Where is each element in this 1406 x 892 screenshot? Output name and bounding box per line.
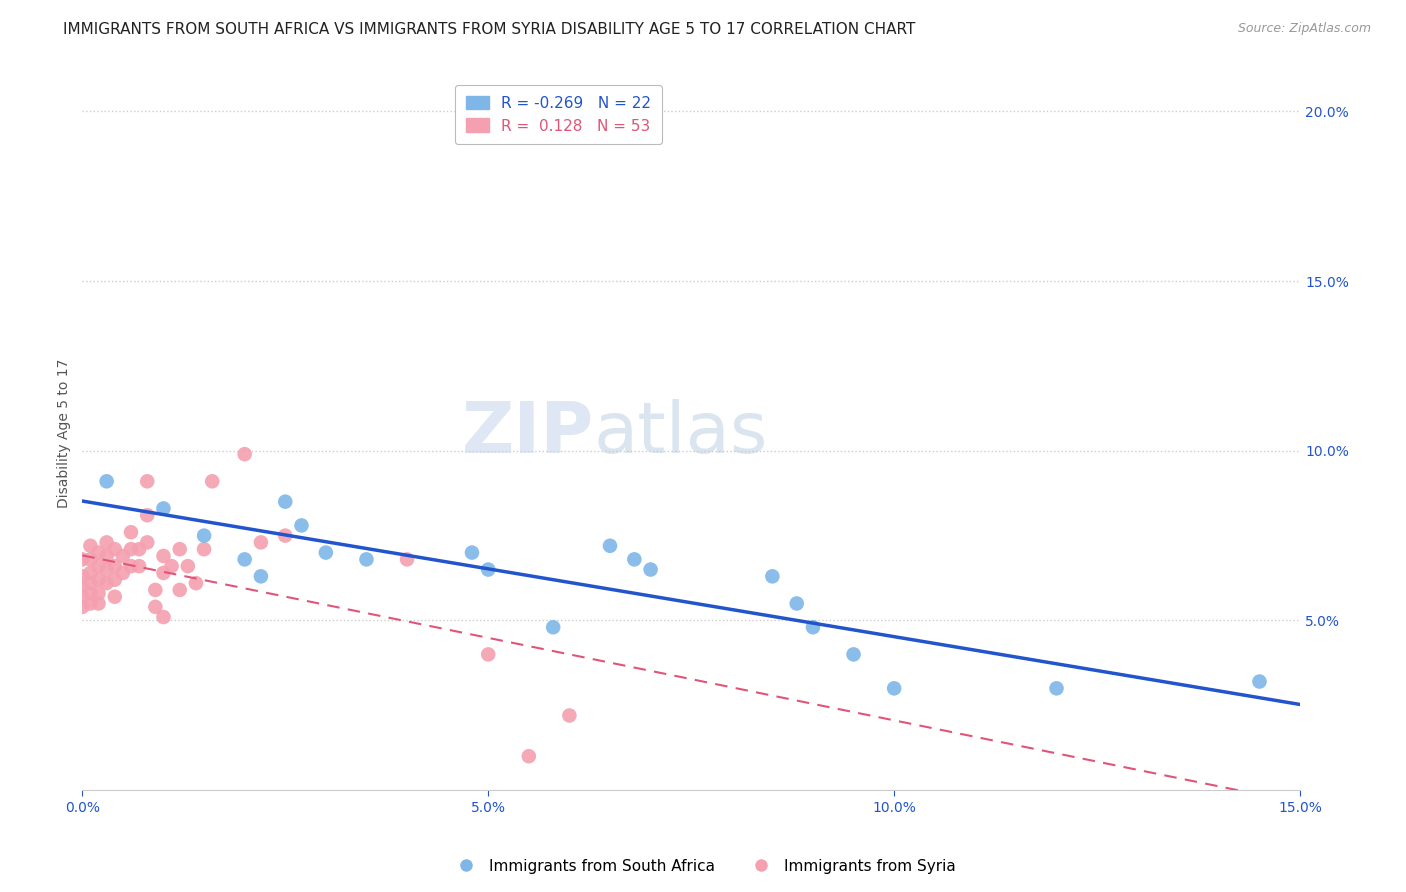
Point xyxy=(143,582,166,597)
Point xyxy=(79,566,101,580)
Point xyxy=(87,545,110,559)
Point xyxy=(128,542,150,557)
Text: atlas: atlas xyxy=(593,400,768,468)
Point xyxy=(136,535,159,549)
Point xyxy=(558,708,581,723)
Point xyxy=(104,559,127,574)
Point xyxy=(517,749,540,764)
Point xyxy=(72,580,94,594)
Point xyxy=(72,569,94,583)
Point xyxy=(87,573,110,587)
Text: Source: ZipAtlas.com: Source: ZipAtlas.com xyxy=(1237,22,1371,36)
Point xyxy=(461,545,484,559)
Point xyxy=(193,528,215,542)
Point xyxy=(761,569,783,583)
Point xyxy=(104,590,127,604)
Point xyxy=(96,576,118,591)
Point xyxy=(136,475,159,489)
Point xyxy=(623,552,645,566)
Point xyxy=(72,552,94,566)
Point xyxy=(177,559,200,574)
Point xyxy=(87,559,110,574)
Point xyxy=(87,597,110,611)
Point xyxy=(274,528,297,542)
Text: ZIP: ZIP xyxy=(461,400,593,468)
Point xyxy=(233,447,256,461)
Point xyxy=(120,559,142,574)
Point xyxy=(96,563,118,577)
Point xyxy=(184,576,207,591)
Point xyxy=(477,648,499,662)
Point xyxy=(786,597,808,611)
Point xyxy=(541,620,564,634)
Point xyxy=(193,542,215,557)
Point xyxy=(104,542,127,557)
Point xyxy=(72,599,94,614)
Point xyxy=(87,586,110,600)
Point xyxy=(152,501,174,516)
Point xyxy=(160,559,183,574)
Point xyxy=(143,599,166,614)
Point xyxy=(96,549,118,563)
Point xyxy=(136,508,159,523)
Point xyxy=(152,549,174,563)
Point xyxy=(356,552,378,566)
Point xyxy=(120,542,142,557)
Point xyxy=(111,549,134,563)
Point xyxy=(128,559,150,574)
Point xyxy=(842,648,865,662)
Point xyxy=(233,552,256,566)
Point xyxy=(152,610,174,624)
Point xyxy=(599,539,621,553)
Legend: Immigrants from South Africa, Immigrants from Syria: Immigrants from South Africa, Immigrants… xyxy=(444,853,962,880)
Point xyxy=(120,525,142,540)
Legend: R = -0.269   N = 22, R =  0.128   N = 53: R = -0.269 N = 22, R = 0.128 N = 53 xyxy=(456,85,662,145)
Point xyxy=(290,518,312,533)
Point xyxy=(1045,681,1067,696)
Y-axis label: Disability Age 5 to 17: Disability Age 5 to 17 xyxy=(58,359,72,508)
Point xyxy=(96,475,118,489)
Text: IMMIGRANTS FROM SOUTH AFRICA VS IMMIGRANTS FROM SYRIA DISABILITY AGE 5 TO 17 COR: IMMIGRANTS FROM SOUTH AFRICA VS IMMIGRAN… xyxy=(63,22,915,37)
Point xyxy=(201,475,224,489)
Point xyxy=(395,552,418,566)
Point xyxy=(152,566,174,580)
Point xyxy=(640,563,662,577)
Point xyxy=(477,563,499,577)
Point xyxy=(79,576,101,591)
Point xyxy=(96,535,118,549)
Point xyxy=(79,586,101,600)
Point xyxy=(169,582,191,597)
Point xyxy=(79,597,101,611)
Point xyxy=(250,535,273,549)
Point xyxy=(883,681,905,696)
Point xyxy=(111,566,134,580)
Point xyxy=(79,552,101,566)
Point xyxy=(79,539,101,553)
Point xyxy=(274,494,297,508)
Point xyxy=(169,542,191,557)
Point xyxy=(801,620,824,634)
Point xyxy=(250,569,273,583)
Point xyxy=(104,573,127,587)
Point xyxy=(1249,674,1271,689)
Point xyxy=(315,545,337,559)
Point xyxy=(72,590,94,604)
